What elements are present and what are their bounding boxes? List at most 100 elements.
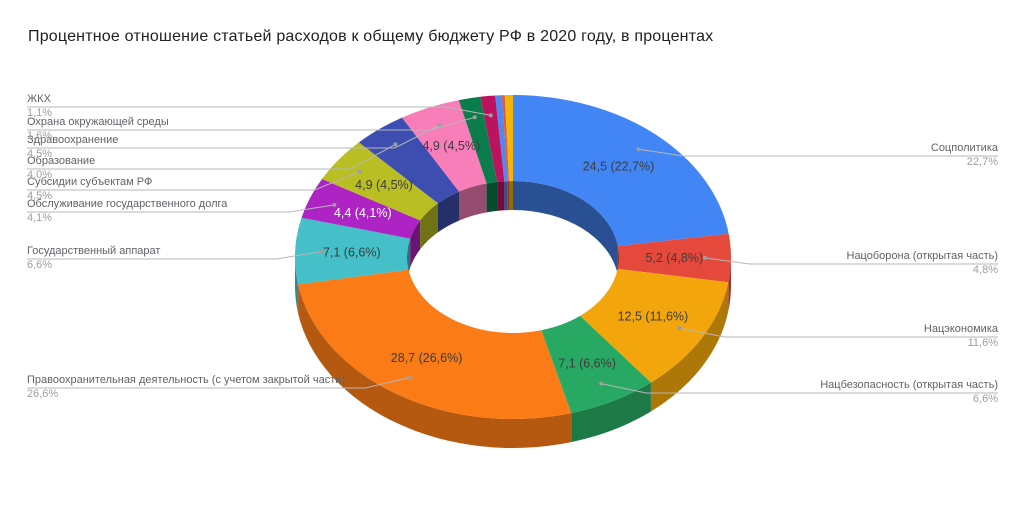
pie-slice-3[interactable] <box>541 315 651 414</box>
leader-lines <box>27 106 998 394</box>
slice-outer-wall <box>298 284 572 448</box>
pie-slice-2[interactable] <box>580 268 729 383</box>
leader-dot <box>702 255 707 260</box>
slice-value-labels: 24,5 (22,7%) 5,2 (4,8%) 12,5 (11,6%) 7,1 (6… <box>323 139 703 370</box>
callout-label-slice-5: Государственный аппарат 6,6% <box>27 246 160 271</box>
slice-value-label-0: 24,5 (22,7%) <box>583 159 655 173</box>
slice-value-label-7: 4,9 (4,5%) <box>355 178 413 192</box>
leader-dot <box>472 115 477 120</box>
callout-name: Нацбезопасность (открытая часть) <box>820 379 998 391</box>
slice-outer-wall <box>294 257 299 314</box>
callout-percent: 4,0% <box>27 169 53 181</box>
callout-label-slice-0: Соцполитика 22,7% <box>931 143 998 168</box>
leader-line <box>679 327 998 338</box>
callout-percent: 6,6% <box>27 259 53 271</box>
slice-inner-wall <box>459 183 487 221</box>
pie-slice-1[interactable] <box>617 233 731 283</box>
pie-slice-6[interactable] <box>301 179 421 239</box>
leader-dot <box>488 113 493 118</box>
pie-slice-10[interactable] <box>458 96 498 184</box>
leader-dot <box>677 326 682 330</box>
slice-value-label-6: 4,4 (4,1%) <box>334 206 392 220</box>
leader-line <box>601 383 998 394</box>
callout-percent: 4,5% <box>27 148 53 160</box>
slice-value-label-5: 7,1 (6,6%) <box>323 246 381 260</box>
slice-inner-wall <box>410 220 421 268</box>
leader-line <box>27 124 440 149</box>
callout-name: Государственный аппарат <box>27 245 161 257</box>
callout-label-slice-10: Охрана окружающей среды 1,6% <box>27 117 169 142</box>
leader-line <box>638 148 998 157</box>
slice-inner-wall <box>420 203 438 250</box>
leader-dot <box>332 202 337 207</box>
slice-value-label-9: 4,9 (4,5%) <box>422 139 480 153</box>
callout-name: Нацэкономика <box>923 323 998 335</box>
leader-dot <box>393 142 398 147</box>
pie-slice-14[interactable] <box>504 94 513 182</box>
leader-dot <box>357 169 362 174</box>
callout-label-slice-1: Нацоборона (открытая часть) 4,8% <box>847 251 999 276</box>
callout-name: Здравоохранение <box>27 134 119 146</box>
leader-dot <box>636 147 641 152</box>
callout-name: Нацоборона (открытая часть) <box>846 250 999 262</box>
callout-name: Правоохранительная деятельность (с учето… <box>27 374 346 386</box>
callout-percent: 4,5% <box>27 190 53 202</box>
leader-line <box>27 143 396 170</box>
callout-percent: 22,7% <box>966 156 998 168</box>
callout-name: Субсидии субъектам РФ <box>27 176 153 188</box>
slice-inner-wall <box>513 181 618 276</box>
callout-percent: 11,6% <box>967 337 998 349</box>
callout-label-slice-9: Здравоохранение 4,5% <box>27 135 118 160</box>
callout-label-slice-7: Субсидии субъектам РФ 4,5% <box>27 177 152 202</box>
pie-slice-9[interactable] <box>402 100 487 192</box>
pie-slice-12[interactable] <box>495 95 508 182</box>
slice-outer-wall <box>571 382 651 443</box>
leader-line <box>27 116 475 131</box>
leader-dot <box>437 123 442 128</box>
slice-faces <box>294 94 731 419</box>
slice-inner-wall <box>438 191 459 233</box>
slice-inner-wall <box>509 181 513 211</box>
slice-outer-wall <box>650 282 729 412</box>
leader-dot <box>408 375 413 380</box>
slice-value-label-3: 7,1 (6,6%) <box>558 357 616 371</box>
leader-line <box>27 251 322 260</box>
callout-label-slice-11: ЖКХ 1,1% <box>27 94 52 119</box>
callout-percent: 26,6% <box>27 388 59 400</box>
outer-walls <box>294 257 731 448</box>
leader-line <box>27 170 360 191</box>
pie-slice-5[interactable] <box>294 217 411 285</box>
slice-inner-wall <box>486 181 498 213</box>
callout-percent: 1,1% <box>27 107 53 119</box>
slice-value-label-1: 5,2 (4,8%) <box>645 251 703 265</box>
pie-slice-13[interactable] <box>502 95 509 182</box>
slice-outer-wall <box>728 257 731 312</box>
pie-slice-8[interactable] <box>358 117 459 204</box>
pie-slice-0[interactable] <box>513 95 729 247</box>
callout-percent: 6,6% <box>972 393 998 405</box>
callout-label-slice-6: Обслуживание государственного долга 4,1% <box>27 199 227 224</box>
pie-slice-4[interactable] <box>298 269 572 419</box>
leader-dot <box>599 381 604 386</box>
callout-name: ЖКХ <box>27 93 51 105</box>
callout-label-slice-3: Нацбезопасность (открытая часть) 6,6% <box>820 380 998 405</box>
slice-inner-wall <box>504 181 508 211</box>
leader-line <box>704 257 998 265</box>
callout-name: Обслуживание государственного долга <box>27 198 228 210</box>
callout-name: Охрана окружающей среды <box>27 116 169 128</box>
callout-label-slice-4: Правоохранительная деятельность (с учето… <box>27 375 345 400</box>
slice-value-label-2: 12,5 (11,6%) <box>618 310 689 324</box>
callout-name: Образование <box>27 155 96 167</box>
callout-name: Соцполитика <box>930 142 998 154</box>
pie-slice-11[interactable] <box>480 95 505 182</box>
inner-walls <box>407 181 619 286</box>
chart-title: Процентное отношение статьей расходов к … <box>28 28 714 45</box>
pie-slice-7[interactable] <box>322 142 438 221</box>
leader-line <box>27 106 491 116</box>
leader-dot <box>319 249 324 254</box>
callout-percent: 4,1% <box>27 212 53 224</box>
leader-line <box>27 204 335 213</box>
slice-inner-wall <box>507 181 509 211</box>
slice-value-label-4: 28,7 (26,6%) <box>391 351 463 365</box>
